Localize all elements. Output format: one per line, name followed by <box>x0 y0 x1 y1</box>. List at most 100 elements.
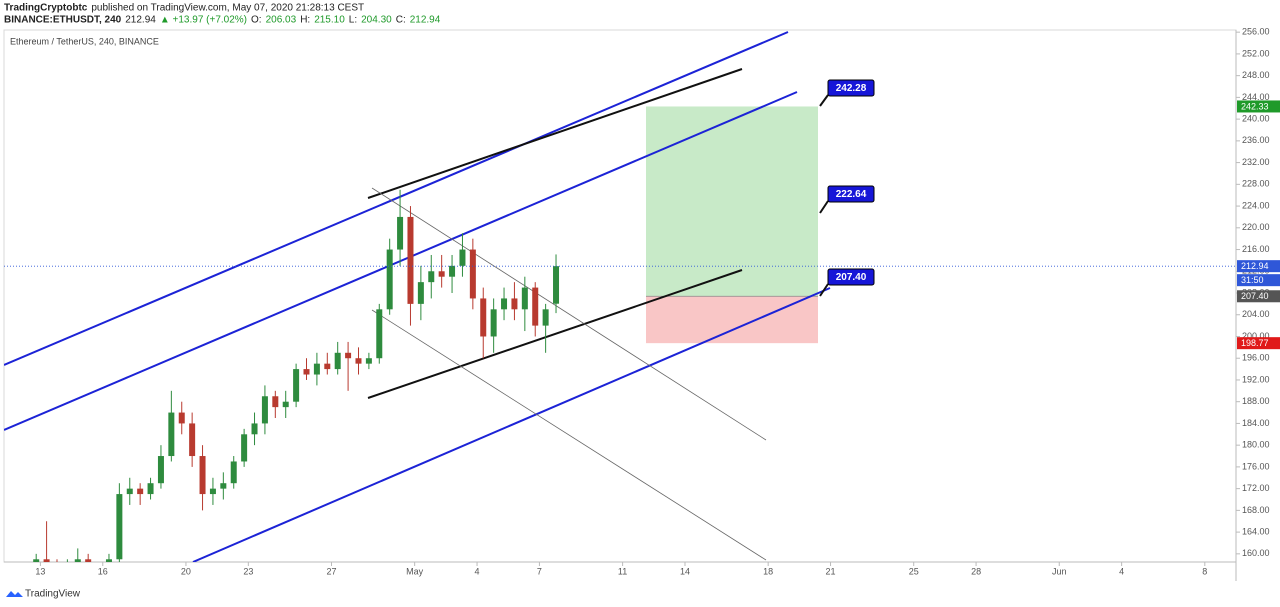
chart-title: Ethereum / TetherUS, 240, BINANCE <box>10 36 159 46</box>
candle-body <box>459 249 466 266</box>
plot-frame <box>3 29 1237 563</box>
x-tick-label: 11 <box>618 566 627 576</box>
callout-label: 242.28 <box>836 83 867 94</box>
header-high: 215.10 <box>314 15 345 26</box>
candle-body <box>261 396 268 424</box>
candle-body <box>449 265 456 277</box>
candle-body <box>438 271 445 277</box>
target-badge-bg <box>1237 100 1280 113</box>
candle-body <box>365 358 372 364</box>
position-tool <box>646 106 818 344</box>
axes: 160.00 164.00 168.00 172.00 176.00 180.00 184.… <box>4 27 1280 576</box>
x-tick-label: 20 <box>181 566 191 576</box>
countdown-badge: 31:50 <box>1241 275 1264 285</box>
candle-body <box>480 298 487 337</box>
header-low: 204.30 <box>361 15 392 26</box>
candle-body <box>54 570 60 575</box>
channel-line <box>192 287 831 562</box>
callouts: 242.28 222.64 207.40 <box>819 79 875 297</box>
header: TradingCryptobtc published on TradingView… <box>4 3 441 26</box>
trend-line <box>367 68 743 199</box>
channel-line <box>4 31 789 366</box>
candle-body <box>532 287 539 326</box>
candle-body <box>511 298 518 310</box>
candle-body <box>64 565 70 576</box>
y-tick-label: 236.00 <box>1242 135 1270 145</box>
callout-box <box>827 268 875 286</box>
profit-zone <box>646 106 818 297</box>
candles <box>33 189 560 576</box>
y-tick-label: 216.00 <box>1242 244 1270 254</box>
header-close-label: C: <box>396 15 406 26</box>
stop-badge-bg <box>1237 337 1280 350</box>
candle-body <box>282 401 289 408</box>
candle-body <box>334 352 341 370</box>
candle-body <box>376 309 383 359</box>
candle-body <box>428 271 435 283</box>
candle-body <box>407 216 414 304</box>
candle-body <box>355 358 362 364</box>
header-symbol: BINANCE:ETHUSDT, 240 <box>4 15 122 26</box>
last-price-badge-bg <box>1237 260 1280 273</box>
header-open: 206.03 <box>266 15 297 26</box>
y-tick-label: 160.00 <box>1242 548 1270 558</box>
x-tick-label: 14 <box>680 566 690 576</box>
y-tick-label: 252.00 <box>1242 48 1270 58</box>
last-price-badge: 212.94 <box>1241 261 1269 271</box>
footer-brand: TradingView <box>25 589 81 600</box>
y-tick-label: 228.00 <box>1242 179 1270 189</box>
x-tick-label: 23 <box>243 566 253 576</box>
candle-body <box>168 412 175 457</box>
header-close: 212.94 <box>410 15 441 26</box>
candle-body <box>386 249 393 310</box>
candle-body <box>397 216 404 250</box>
candle-body <box>241 434 248 462</box>
x-tick-label: 13 <box>35 566 45 576</box>
candle-body <box>542 309 549 326</box>
x-tick-label: 4 <box>475 566 480 576</box>
callout-pointer <box>819 283 829 297</box>
y-tick-label: 248.00 <box>1242 70 1270 80</box>
y-tick-label: 188.00 <box>1242 396 1270 406</box>
candle-body <box>116 494 123 560</box>
loss-zone <box>646 296 818 344</box>
trend-line <box>367 269 743 399</box>
candle-body <box>43 559 50 562</box>
x-tick-label: 27 <box>326 566 336 576</box>
y-tick-label: 232.00 <box>1242 157 1270 167</box>
countdown-badge-bg <box>1237 274 1280 287</box>
y-tick-label: 200.00 <box>1242 331 1270 341</box>
thin-line <box>371 187 767 441</box>
target-badge: 242.33 <box>1241 101 1269 111</box>
thin-line <box>371 309 767 561</box>
x-tick-label: 18 <box>763 566 773 576</box>
candle-body <box>313 363 320 375</box>
candle-body <box>469 249 476 299</box>
y-tick-label: 172.00 <box>1242 483 1270 493</box>
candle-body <box>501 298 508 310</box>
candle-body <box>417 282 424 304</box>
x-tick-label: 21 <box>826 566 836 576</box>
candle-body <box>293 369 300 402</box>
callout-pointer <box>819 200 829 214</box>
candle-body <box>345 352 352 359</box>
candle-body <box>126 488 133 495</box>
x-tick-label: 8 <box>1202 566 1207 576</box>
header-published: published on TradingView.com, May 07, 20… <box>91 3 364 14</box>
candle-body <box>137 488 144 495</box>
header-change: ▲ +13.97 (+7.02%) <box>160 15 247 26</box>
candle-body <box>157 456 164 484</box>
callout-box <box>827 79 875 97</box>
header-high-label: H: <box>300 15 310 26</box>
y-tick-label: 204.00 <box>1242 309 1270 319</box>
candle-body <box>178 412 185 424</box>
y-tick-label: 176.00 <box>1242 461 1270 471</box>
callout-label: 222.64 <box>836 189 867 200</box>
x-tick-label: Jun <box>1052 566 1067 576</box>
candle-body <box>189 423 196 457</box>
y-tick-label: 180.00 <box>1242 440 1270 450</box>
header-last: 212.94 <box>125 15 156 26</box>
header-open-label: O: <box>251 15 262 26</box>
x-tick-label: 25 <box>909 566 919 576</box>
